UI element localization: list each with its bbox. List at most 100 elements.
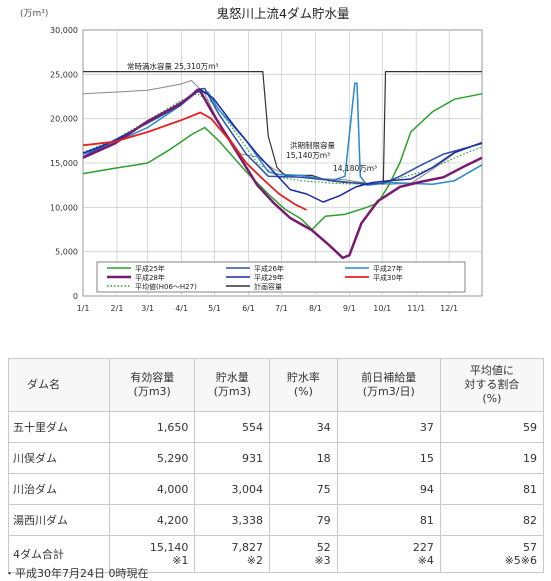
total-storage: 7,827 <box>231 541 264 554</box>
legend-label: 平成28年 <box>135 273 165 282</box>
header-ratio-label: 平均値に 対する割合 (%) <box>464 364 520 405</box>
legend-label: 平均値(H06〜H27) <box>135 282 197 291</box>
storage-cell: 3,338 <box>194 504 271 536</box>
total-supply-note: ※4 <box>417 554 434 567</box>
y-axis-label: (万m³) <box>20 9 48 19</box>
header-capacity-label: 有効容量 (万m3) <box>130 371 175 398</box>
x-tick-label: 3/1 <box>141 304 154 313</box>
x-tick-label: 9/1 <box>343 304 356 313</box>
y-tick-label: 5,000 <box>55 248 78 257</box>
total-storage-note: ※2 <box>246 554 264 567</box>
header-ratio: 平均値に 対する割合 (%) <box>439 358 545 412</box>
x-tick-label: 8/1 <box>309 304 322 313</box>
rate-cell: 79 <box>269 504 338 536</box>
ratio-cell: 82 <box>439 504 545 536</box>
capacity-cell: 4,200 <box>108 504 196 536</box>
x-tick-label: 6/1 <box>242 304 255 313</box>
x-tick-label: 12/1 <box>440 304 458 313</box>
x-tick-label: 4/1 <box>175 304 188 313</box>
legend-label: 平成25年 <box>135 264 165 273</box>
table-row: 五十里ダム 1,650 554 34 37 59 <box>8 411 545 443</box>
x-tick-label: 11/1 <box>407 304 425 313</box>
legend-label: 平成30年 <box>373 273 403 282</box>
total-supply-cell: 227 ※4 <box>336 535 441 573</box>
supply-cell: 81 <box>336 504 441 536</box>
y-tick-label: 15,000 <box>50 159 78 168</box>
series-lines <box>82 71 483 260</box>
header-storage: 貯水量 (万m3) <box>194 358 271 412</box>
supply-cell: 15 <box>336 442 441 474</box>
table-total-row: 4ダム合計 15,140 ※1 7,827 ※2 52 ※3 227 ※4 57 ※5※6 <box>8 535 545 573</box>
total-rate-cell: 52 ※3 <box>269 535 338 573</box>
dam-name: 五十里ダム <box>8 411 110 443</box>
legend-box <box>96 261 466 293</box>
total-capacity: 15,140 <box>149 541 189 554</box>
dam-name: 川俣ダム <box>8 442 110 474</box>
series-line-0 <box>82 93 483 231</box>
series-line-6 <box>82 93 483 185</box>
normal-capacity-label: 常時満水容量 25,310万m³ <box>127 61 218 71</box>
table-row: 川治ダム 4,000 3,004 75 94 81 <box>8 473 545 505</box>
total-capacity-cell: 15,140 ※1 <box>108 535 196 573</box>
x-tick-label: 1/1 <box>77 304 90 313</box>
grid <box>83 30 482 296</box>
header-dam-name: ダム名 <box>8 358 110 412</box>
header-rate: 貯水率 (%) <box>269 358 338 412</box>
y-tick-label: 0 <box>73 292 78 301</box>
capacity-cell: 5,290 <box>108 442 196 474</box>
ratio-cell: 19 <box>439 442 545 474</box>
total-rate: 52 <box>316 541 331 554</box>
supply-cell: 94 <box>336 473 441 505</box>
annotations: 常時満水容量 25,310万m³ 洪期制限容量 15,140万m³ 14,180… <box>127 61 377 173</box>
rate-cell: 34 <box>269 411 338 443</box>
table-row: 川俣ダム 5,290 931 18 15 19 <box>8 442 545 474</box>
header-rate-label: 貯水率 (%) <box>286 371 320 398</box>
header-supply: 前日補給量 (万m3/日) <box>336 358 441 412</box>
total-ratio: 57 <box>523 541 537 554</box>
axes: 0 5,000 10,000 15,000 20,000 25,000 30,000 1/1 2… <box>50 26 458 313</box>
dam-name: 川治ダム <box>8 473 110 505</box>
dam-stats-table: ダム名 有効容量 (万m3) 貯水量 (万m3) 貯水率 (%) 前日補給量 (… <box>8 358 545 573</box>
series-line-3 <box>82 88 483 260</box>
total-storage-cell: 7,827 ※2 <box>194 535 271 573</box>
total-rate-note: ※3 <box>314 554 331 567</box>
flood-capacity-label-3: 14,180万m³ <box>333 164 377 173</box>
header-supply-label: 前日補給量 (万m3/日) <box>361 371 417 398</box>
table-row: 湯西川ダム 4,200 3,338 79 81 82 <box>8 504 545 536</box>
legend-label: 計画容量 <box>254 282 282 291</box>
y-tick-label: 30,000 <box>50 26 78 35</box>
supply-cell: 37 <box>336 411 441 443</box>
series-line-1 <box>82 87 483 186</box>
capacity-cell: 4,000 <box>108 473 196 505</box>
x-tick-label: 2/1 <box>111 304 124 313</box>
flood-capacity-label-2: 15,140万m³ <box>286 151 330 160</box>
ratio-cell: 59 <box>439 411 545 443</box>
total-supply: 227 <box>412 541 434 554</box>
header-storage-label: 貯水量 (万m3) <box>213 371 251 398</box>
x-tick-label: 5/1 <box>208 304 221 313</box>
timestamp-note: ・平成30年7月24日 0時現在 <box>4 567 149 580</box>
total-ratio-note: ※5※6 <box>504 554 537 567</box>
y-tick-label: 10,000 <box>50 203 78 212</box>
rate-cell: 18 <box>269 442 338 474</box>
rate-cell: 75 <box>269 473 338 505</box>
total-capacity-note: ※1 <box>172 554 189 567</box>
legend-label: 平成26年 <box>254 264 284 273</box>
legend-label: 平成27年 <box>373 264 403 273</box>
ratio-cell: 81 <box>439 473 545 505</box>
storage-cell: 931 <box>194 442 271 474</box>
total-name: 4ダム合計 <box>8 535 110 573</box>
flood-capacity-label-1: 洪期制限容量 <box>290 140 335 150</box>
capacity-cell: 1,650 <box>108 411 196 443</box>
x-tick-label: 7/1 <box>275 304 288 313</box>
series-line-5 <box>82 111 307 211</box>
dam-name: 湯西川ダム <box>8 504 110 536</box>
storage-cell: 3,004 <box>194 473 271 505</box>
chart-title: 鬼怒川上流4ダム貯水量 <box>217 6 350 21</box>
header-capacity: 有効容量 (万m3) <box>108 358 196 412</box>
x-tick-label: 10/1 <box>373 304 391 313</box>
y-tick-label: 20,000 <box>50 115 78 124</box>
table-header-row: ダム名 有効容量 (万m3) 貯水量 (万m3) 貯水率 (%) 前日補給量 (… <box>8 358 545 412</box>
